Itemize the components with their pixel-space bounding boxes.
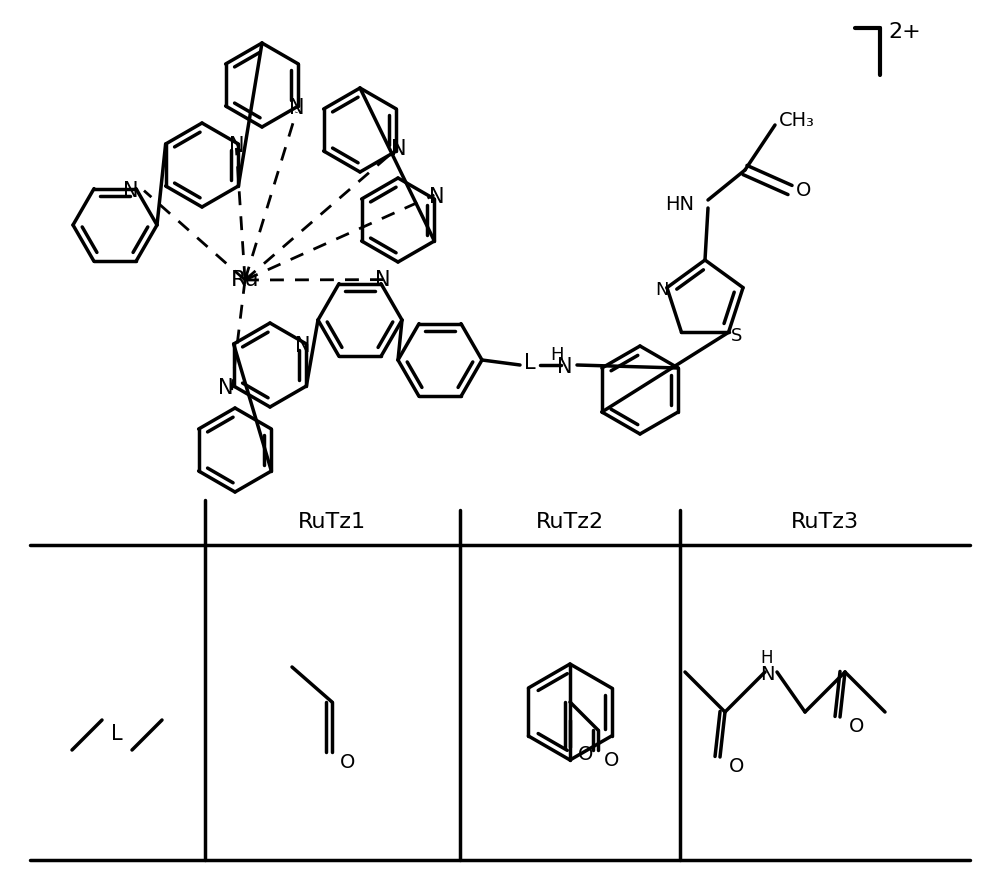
Text: H: H (550, 346, 564, 364)
Text: O: O (604, 751, 620, 769)
Text: N: N (229, 136, 244, 156)
Text: N: N (375, 270, 391, 290)
Text: Ru: Ru (231, 270, 259, 290)
Text: N: N (391, 139, 406, 159)
Text: O: O (796, 181, 812, 200)
Text: N: N (429, 187, 444, 207)
Text: N: N (760, 664, 774, 684)
Text: 2+: 2+ (889, 22, 921, 42)
Text: N: N (557, 357, 573, 377)
Text: L: L (111, 724, 123, 744)
Text: HN: HN (666, 195, 694, 214)
Text: RuTz2: RuTz2 (536, 512, 604, 532)
Text: CH₃: CH₃ (779, 112, 815, 130)
Text: H: H (761, 649, 773, 667)
Text: N: N (655, 280, 669, 299)
Text: N: N (218, 378, 233, 398)
Text: O: O (578, 745, 594, 764)
Text: O: O (849, 718, 865, 737)
Text: RuTz1: RuTz1 (298, 512, 366, 532)
Text: O: O (729, 758, 745, 776)
Text: L: L (524, 353, 536, 373)
Text: N: N (289, 98, 304, 118)
Text: O: O (340, 753, 356, 772)
Text: N: N (295, 336, 310, 356)
Text: S: S (731, 327, 742, 346)
Text: RuTz3: RuTz3 (791, 512, 859, 532)
Text: N: N (123, 181, 139, 201)
